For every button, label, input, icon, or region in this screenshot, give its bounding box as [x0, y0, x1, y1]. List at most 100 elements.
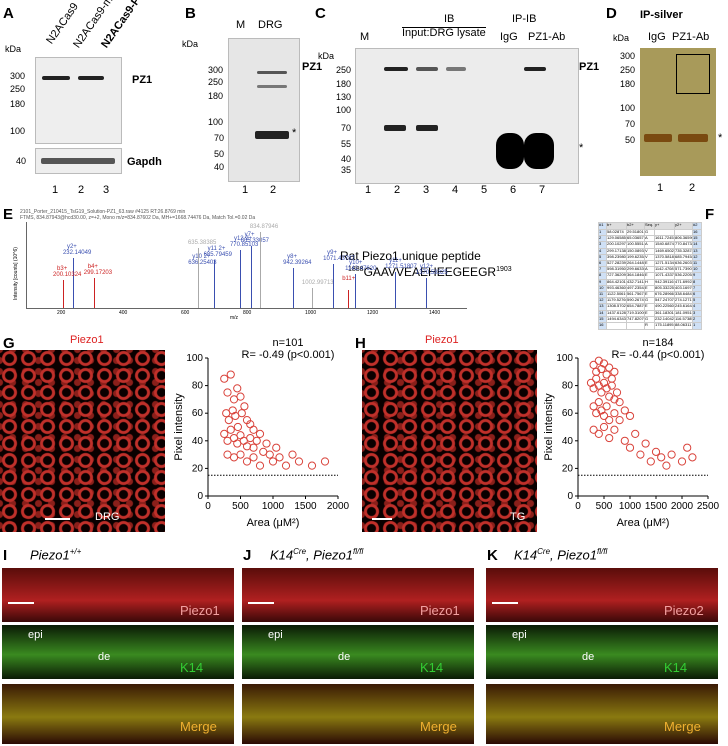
label: A	[3, 5, 14, 22]
x-tick-label: 1000	[619, 501, 642, 512]
lane-number: 3	[423, 184, 430, 196]
element: 1888GAAVVEAEHEEGEEGR1903	[348, 266, 512, 278]
x-tick-label: 2500	[697, 501, 720, 512]
element	[257, 71, 287, 74]
peak	[311, 288, 313, 308]
genotype-part: K14	[514, 547, 538, 563]
x-axis-title: Area (μM²)	[617, 517, 670, 529]
point	[288, 450, 297, 459]
label: IgG	[500, 31, 518, 43]
label: 1	[242, 184, 249, 196]
peak-mz: 685.79459	[203, 252, 232, 258]
point	[620, 436, 629, 445]
channel-label: Piezo1	[180, 603, 220, 618]
micrograph	[486, 625, 718, 679]
point	[268, 457, 278, 466]
region-label: de	[98, 651, 111, 663]
point	[599, 422, 609, 432]
peak-mz: 232.14049	[62, 250, 92, 256]
point	[594, 398, 603, 407]
x-tick-label: 2000	[671, 501, 694, 512]
point	[594, 429, 603, 439]
peak-mz: 200.10324	[53, 272, 82, 278]
label: DRG	[258, 19, 283, 31]
micrograph	[486, 684, 718, 744]
x-tick-label: 600	[181, 310, 190, 316]
table-cell	[626, 322, 646, 330]
micrograph	[486, 568, 718, 622]
x-tick-label: 500	[232, 501, 249, 512]
point	[233, 422, 243, 432]
point	[594, 381, 603, 390]
point	[224, 416, 233, 425]
label: 1	[52, 184, 59, 196]
point	[683, 443, 692, 452]
point	[589, 402, 598, 411]
table-cell: 1	[692, 322, 702, 330]
y-tick-label: 80	[562, 381, 574, 392]
point	[281, 461, 291, 470]
point	[667, 450, 676, 459]
y-tick-label: 40	[562, 436, 574, 447]
x-tick-label: 1500	[294, 501, 317, 512]
label: Input:DRG lysate	[402, 27, 486, 39]
channel-label: K14	[180, 660, 204, 675]
point	[236, 392, 245, 401]
label: D	[606, 5, 617, 22]
point	[220, 429, 229, 439]
label: kDa	[318, 51, 335, 61]
point	[602, 402, 611, 411]
x-tick-label: 1200	[367, 310, 379, 316]
spectrum-axes: 200 400 600 800 1000 1200 1400 y2+ 232.14049 b3+ 2…	[26, 222, 467, 316]
label: *	[718, 132, 723, 144]
blot	[355, 48, 579, 184]
label: 50	[214, 149, 225, 159]
x-tick-label: 2000	[327, 501, 350, 512]
panel-letter: I	[3, 547, 8, 564]
point	[592, 374, 601, 383]
element	[255, 131, 289, 139]
peak	[425, 278, 427, 308]
genotype: K14Cre, Piezo1fl/fl	[514, 547, 607, 563]
label: 2	[689, 182, 696, 194]
channel-label: Merge	[664, 719, 701, 734]
peak-ion: y11 2+	[207, 246, 226, 252]
point	[662, 461, 671, 470]
label: 35	[341, 165, 352, 175]
point	[605, 416, 614, 425]
point	[677, 457, 687, 466]
genotype: K14Cre, Piezo1fl/fl	[270, 547, 363, 563]
peak	[293, 268, 295, 308]
x-tick-label: 200	[57, 310, 66, 316]
point	[226, 370, 235, 379]
point	[657, 453, 666, 462]
label: Intensity [counts] (10^6)	[13, 247, 19, 300]
y-tick-label: 0	[567, 491, 573, 502]
x-tick-label: 1500	[645, 501, 668, 512]
point	[615, 398, 624, 407]
element	[446, 67, 466, 71]
y-tick-label: 40	[192, 436, 204, 447]
annotation: n=184	[643, 337, 674, 349]
peak-ion: y9+	[327, 250, 337, 256]
peak	[213, 260, 215, 308]
label: 40	[16, 156, 27, 166]
lane-number: 6	[510, 184, 517, 196]
label: m/z	[230, 315, 239, 321]
label: 100	[10, 126, 26, 136]
peak	[197, 248, 199, 308]
label: 40	[214, 162, 225, 172]
point	[592, 409, 601, 418]
table-cell: 88.06311	[674, 322, 694, 330]
point	[636, 450, 645, 459]
y-tick-label: 100	[186, 353, 203, 364]
point	[631, 429, 640, 439]
region-label: epi	[512, 629, 527, 641]
label: 70	[214, 133, 225, 143]
label: 1888	[348, 266, 364, 273]
point	[651, 447, 661, 456]
genotype-part: , Piezo1	[306, 547, 354, 563]
point	[605, 433, 614, 443]
